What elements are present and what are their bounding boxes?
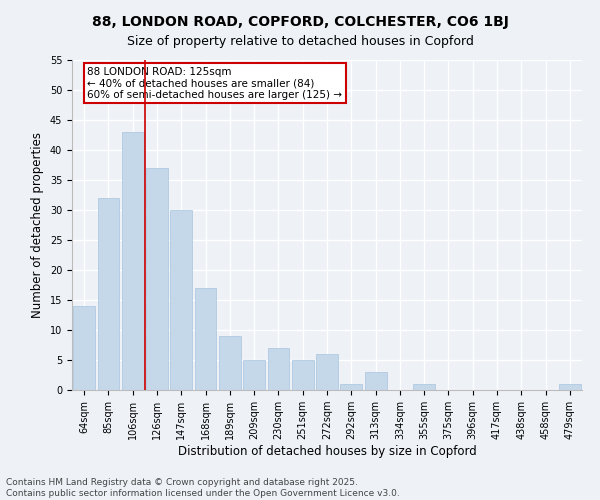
Bar: [559, 384, 581, 390]
Text: 88 LONDON ROAD: 125sqm
← 40% of detached houses are smaller (84)
60% of semi-det: 88 LONDON ROAD: 125sqm ← 40% of detached…: [88, 66, 342, 100]
X-axis label: Distribution of detached houses by size in Copford: Distribution of detached houses by size …: [178, 445, 476, 458]
Text: 88, LONDON ROAD, COPFORD, COLCHESTER, CO6 1BJ: 88, LONDON ROAD, COPFORD, COLCHESTER, CO…: [92, 15, 508, 29]
Bar: [97, 198, 119, 390]
Text: Contains HM Land Registry data © Crown copyright and database right 2025.
Contai: Contains HM Land Registry data © Crown c…: [6, 478, 400, 498]
Bar: [292, 360, 314, 390]
Bar: [316, 354, 338, 390]
Bar: [413, 384, 435, 390]
Bar: [146, 168, 168, 390]
Y-axis label: Number of detached properties: Number of detached properties: [31, 132, 44, 318]
Bar: [194, 288, 217, 390]
Bar: [122, 132, 143, 390]
Bar: [268, 348, 289, 390]
Bar: [243, 360, 265, 390]
Bar: [340, 384, 362, 390]
Bar: [219, 336, 241, 390]
Bar: [73, 306, 95, 390]
Bar: [170, 210, 192, 390]
Bar: [365, 372, 386, 390]
Text: Size of property relative to detached houses in Copford: Size of property relative to detached ho…: [127, 35, 473, 48]
